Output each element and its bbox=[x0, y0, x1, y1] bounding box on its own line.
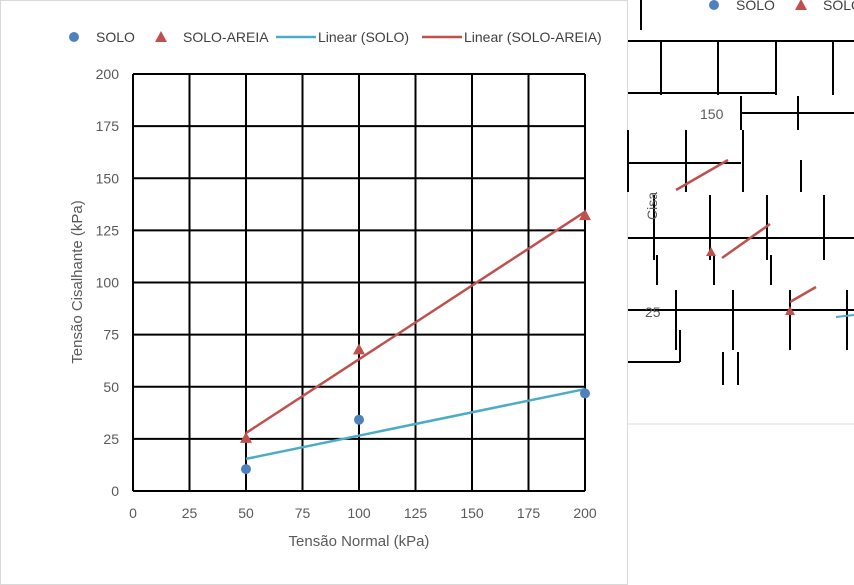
overlay-ylabel-fragment: Cisa bbox=[644, 192, 660, 220]
legend-solo-marker bbox=[69, 32, 79, 42]
point-solo bbox=[354, 414, 364, 425]
trendlines bbox=[245, 210, 586, 461]
point-solo-areia bbox=[579, 209, 591, 221]
x-tick-label: 200 bbox=[573, 505, 597, 521]
x-tick-label: 0 bbox=[129, 505, 137, 521]
trendline-linear-solo bbox=[245, 387, 586, 461]
y-tick-labels: 0 25 50 75 100 125 150 175 200 bbox=[96, 66, 120, 499]
point-solo bbox=[241, 464, 251, 475]
x-tick-label: 125 bbox=[404, 505, 428, 521]
grid bbox=[132, 73, 586, 492]
overlay-legend-solo-areia-label: SOLO-AREIA bbox=[823, 0, 854, 13]
overlay-legend-solo-areia-marker bbox=[795, 0, 807, 10]
overlay-tick-25: 25 bbox=[645, 304, 661, 320]
y-tick-label: 100 bbox=[96, 275, 120, 291]
point-solo-areia bbox=[240, 431, 252, 443]
legend-solo-label: SOLO bbox=[96, 29, 135, 45]
x-tick-labels: 0 25 50 75 100 125 150 175 200 bbox=[129, 505, 597, 521]
legend-solo-areia-label: SOLO-AREIA bbox=[183, 29, 269, 45]
legend-solo-areia-marker bbox=[155, 31, 167, 42]
point-solo bbox=[580, 388, 590, 399]
y-tick-label: 75 bbox=[103, 327, 119, 343]
point-solo-areia bbox=[353, 343, 365, 355]
overlay-legend-solo-marker bbox=[709, 0, 719, 10]
x-axis-title: Tensão Normal (kPa) bbox=[289, 533, 430, 550]
data-markers bbox=[240, 209, 591, 475]
x-tick-label: 150 bbox=[460, 505, 484, 521]
y-tick-label: 200 bbox=[96, 66, 120, 82]
x-tick-label: 175 bbox=[517, 505, 541, 521]
y-tick-label: 25 bbox=[103, 431, 119, 447]
legend: SOLO SOLO-AREIA Linear (SOLO) Linear (SO… bbox=[69, 29, 602, 45]
y-tick-label: 175 bbox=[96, 118, 120, 134]
overlay-marker-b bbox=[785, 306, 795, 315]
y-tick-label: 125 bbox=[96, 222, 120, 238]
trendline-linear-solo-areia bbox=[245, 210, 586, 435]
overlay-trend-fragments bbox=[675, 158, 817, 304]
x-tick-label: 100 bbox=[347, 505, 371, 521]
overlay-blue-fragment bbox=[835, 314, 854, 318]
x-tick-label: 50 bbox=[238, 505, 254, 521]
x-tick-label: 75 bbox=[295, 505, 311, 521]
y-tick-label: 150 bbox=[96, 170, 120, 186]
legend-linear-solo-areia-label: Linear (SOLO-AREIA) bbox=[464, 29, 602, 45]
glitch-overlay: SOLO SOLO-AREIA 150 25 Cisa bbox=[627, 0, 854, 585]
y-axis-title: Tensão Cisalhante (kPa) bbox=[69, 200, 86, 363]
x-tick-label: 25 bbox=[182, 505, 198, 521]
chart-frame bbox=[0, 0, 628, 585]
overlay-marker-a bbox=[706, 247, 716, 256]
y-tick-label: 50 bbox=[103, 379, 119, 395]
overlay-tick-150: 150 bbox=[700, 106, 724, 122]
overlay-legend-solo-label: SOLO bbox=[736, 0, 775, 13]
y-tick-label: 0 bbox=[111, 483, 119, 499]
legend-linear-solo-label: Linear (SOLO) bbox=[318, 29, 409, 45]
